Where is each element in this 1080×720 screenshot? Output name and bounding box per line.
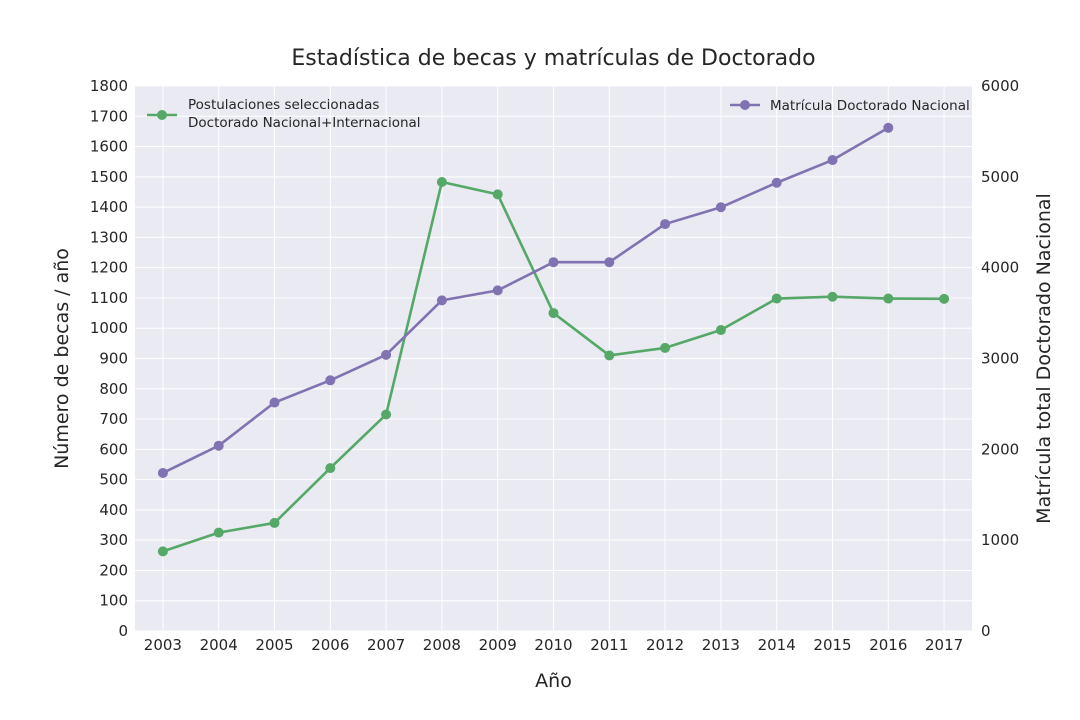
- legend-label-matricula: Matrícula Doctorado Nacional: [770, 98, 970, 114]
- x-tick-label: 2015: [813, 636, 851, 654]
- grid-lines: [135, 85, 972, 632]
- series-line-1: [162, 126, 889, 475]
- data-point: [213, 440, 224, 451]
- data-point: [492, 285, 503, 296]
- y-left-tick-label: 1000: [90, 319, 128, 337]
- x-tick-label: 2007: [367, 636, 405, 654]
- y-left-tick-label: 600: [99, 440, 128, 458]
- data-point: [492, 189, 503, 200]
- data-point: [660, 219, 671, 230]
- y-left-tick-label: 1700: [90, 107, 128, 125]
- data-point: [548, 308, 559, 319]
- x-tick-label: 2012: [646, 636, 684, 654]
- y-axis-left-label: Número de becas / año: [51, 248, 73, 469]
- data-point: [325, 375, 336, 386]
- data-point: [325, 463, 336, 474]
- x-tick-label: 2006: [311, 636, 349, 654]
- x-tick-label: 2013: [702, 636, 740, 654]
- y-left-tick-label: 1600: [90, 138, 128, 156]
- y-right-tick-label: 6000: [981, 77, 1019, 95]
- y-left-tick-label: 400: [99, 501, 128, 519]
- data-point: [715, 202, 726, 213]
- data-point: [771, 293, 782, 304]
- data-point: [381, 349, 392, 360]
- y-left-tick-label: 1500: [90, 168, 128, 186]
- legend-left: Postulaciones seleccionadas Doctorado Na…: [147, 97, 421, 131]
- y-right-tick-label: 1000: [981, 531, 1019, 549]
- y-left-tick-label: 900: [99, 350, 128, 368]
- y-left-tick-label: 0: [118, 622, 128, 640]
- y-right-tick-label: 2000: [981, 440, 1019, 458]
- data-point: [939, 293, 950, 304]
- data-point: [157, 546, 168, 557]
- y-left-tick-label: 700: [99, 410, 128, 428]
- y-right-tick-label: 3000: [981, 350, 1019, 368]
- legend-marker-matricula: [740, 100, 750, 110]
- data-point: [436, 295, 447, 306]
- legend-label-postulaciones-line1: Postulaciones seleccionadas: [188, 97, 379, 113]
- y-right-tick-label: 4000: [981, 259, 1019, 277]
- data-point: [771, 177, 782, 188]
- x-tick-label: 2004: [200, 636, 238, 654]
- data-point: [883, 122, 894, 133]
- y-left-tick-label: 1400: [90, 198, 128, 216]
- data-point: [660, 342, 671, 353]
- y-left-tick-label: 100: [99, 592, 128, 610]
- x-tick-label: 2017: [925, 636, 963, 654]
- chart-title: Estadística de becas y matrículas de Doc…: [291, 46, 815, 71]
- tick-labels: 2003 2004 2005 2006 2007 2008 2009 2010 2011 2012…: [90, 77, 1019, 654]
- legend-marker-postulaciones: [157, 110, 167, 120]
- data-point: [827, 291, 838, 302]
- x-axis-label: Año: [535, 670, 572, 692]
- data-point: [436, 176, 447, 187]
- x-tick-label: 2009: [479, 636, 517, 654]
- y-right-tick-label: 0: [981, 622, 991, 640]
- x-tick-label: 2011: [590, 636, 628, 654]
- x-tick-label: 2005: [255, 636, 293, 654]
- data-point: [269, 517, 280, 528]
- x-tick-label: 2014: [758, 636, 796, 654]
- y-left-tick-label: 200: [99, 561, 128, 579]
- legend-right: Matrícula Doctorado Nacional: [730, 98, 970, 114]
- data-point: [157, 467, 168, 478]
- data-point: [548, 257, 559, 268]
- data-point: [269, 397, 280, 408]
- x-tick-label: 2016: [869, 636, 907, 654]
- y-left-tick-label: 1200: [90, 259, 128, 277]
- data-point: [213, 527, 224, 538]
- y-left-tick-label: 300: [99, 531, 128, 549]
- y-left-tick-label: 1300: [90, 228, 128, 246]
- x-tick-label: 2003: [144, 636, 182, 654]
- data-point: [381, 409, 392, 420]
- data-point: [604, 350, 615, 361]
- series-layer: [157, 122, 950, 557]
- y-left-tick-label: 800: [99, 380, 128, 398]
- y-left-tick-label: 1100: [90, 289, 128, 307]
- data-point: [604, 257, 615, 268]
- y-right-tick-label: 5000: [981, 168, 1019, 186]
- y-left-tick-label: 1800: [90, 77, 128, 95]
- data-point: [827, 155, 838, 166]
- x-tick-label: 2010: [534, 636, 572, 654]
- x-tick-label: 2008: [423, 636, 461, 654]
- legend-label-postulaciones-line2: Doctorado Nacional+Internacional: [188, 115, 421, 131]
- data-point: [883, 293, 894, 304]
- y-left-tick-label: 500: [99, 471, 128, 489]
- y-axis-right-label: Matrícula total Doctorado Nacional: [1033, 193, 1055, 524]
- data-point: [715, 325, 726, 336]
